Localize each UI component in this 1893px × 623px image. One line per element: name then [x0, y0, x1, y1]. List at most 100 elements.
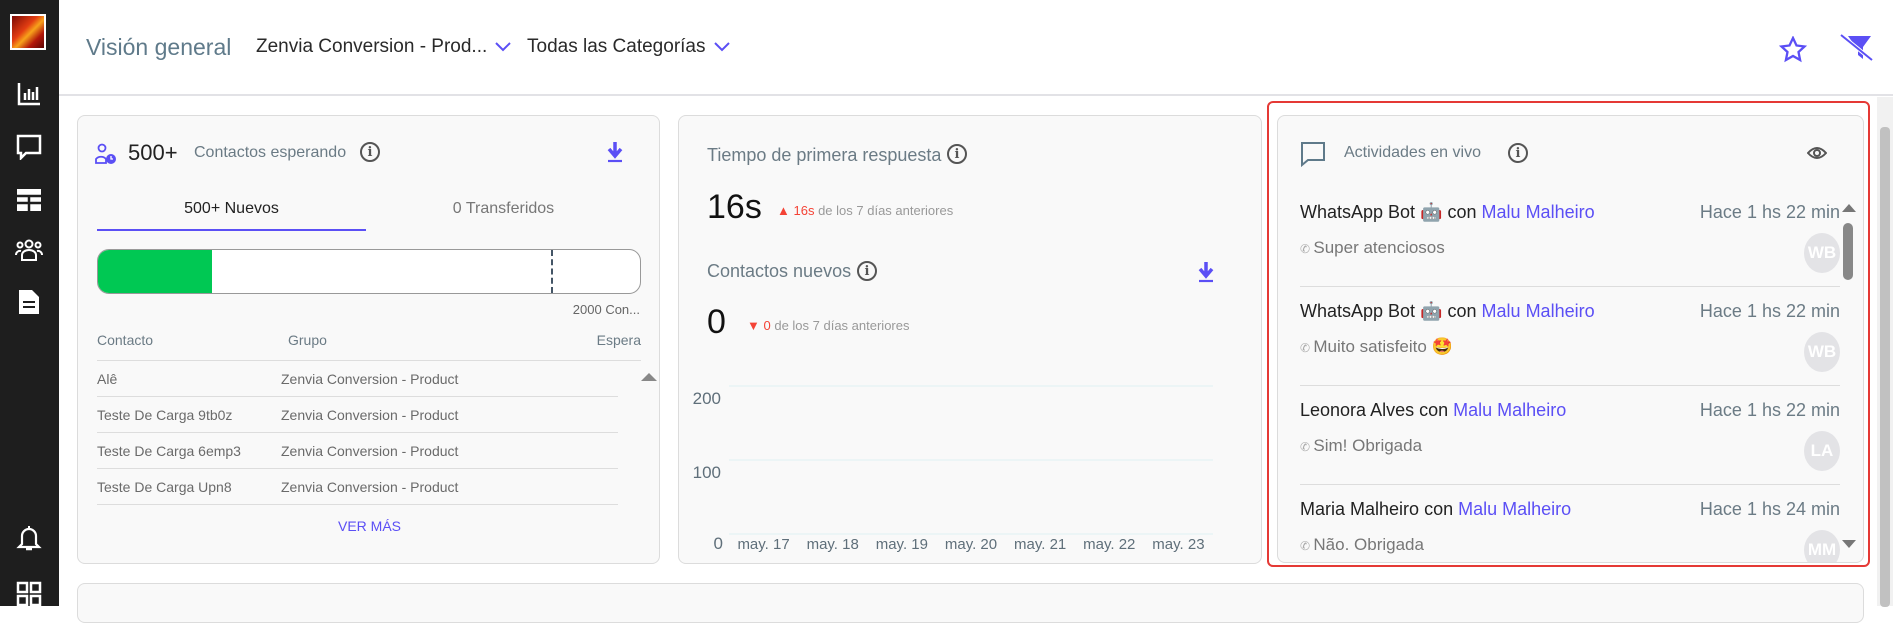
- document-icon[interactable]: [13, 286, 45, 318]
- new-contacts-comparison: ▼ 0 de los 7 días anteriores: [747, 318, 909, 333]
- category-dropdown[interactable]: Todas las Categorías: [527, 36, 730, 58]
- chevron-down-icon: [713, 42, 730, 52]
- contact-name: Maria Malheiro: [1300, 499, 1420, 519]
- live-activity-card: Actividades en vivo i WhatsApp Bot 🤖 con…: [1277, 115, 1864, 563]
- data-point: [1108, 533, 1110, 535]
- agent-name[interactable]: Malu Malheiro: [1453, 400, 1567, 420]
- activity-header: WhatsApp Bot 🤖 con Malu Malheiro: [1300, 301, 1595, 322]
- message-text: Super atenciosos: [1313, 238, 1445, 257]
- x-tick-label: may. 22: [1083, 536, 1135, 553]
- info-icon[interactable]: i: [1508, 143, 1528, 163]
- data-point: [901, 533, 903, 535]
- brand-logo[interactable]: [10, 14, 46, 50]
- activity-item[interactable]: WhatsApp Bot 🤖 con Malu Malheiro Hace 1 …: [1300, 188, 1840, 287]
- activity-time: Hace 1 hs 24 min: [1699, 499, 1840, 519]
- waiting-label: Contactos esperando: [194, 144, 347, 161]
- activity-header: Leonora Alves con Malu Malheiro: [1300, 400, 1566, 421]
- frt-title: Tiempo de primera respuesta: [707, 145, 942, 165]
- up-arrow-icon: ▲: [777, 203, 794, 218]
- col-espera: Espera: [596, 332, 641, 348]
- divider: [1300, 286, 1840, 287]
- activity-item[interactable]: Maria Malheiro con Malu Malheiro Hace 1 …: [1300, 485, 1840, 562]
- info-icon[interactable]: i: [947, 144, 967, 164]
- scrollbar-thumb[interactable]: [1843, 223, 1853, 280]
- star-icon[interactable]: [1779, 36, 1807, 64]
- table-row[interactable]: Alê Zenvia Conversion - Product: [97, 361, 618, 397]
- page-scrollbar-thumb[interactable]: [1880, 127, 1890, 607]
- reports-icon[interactable]: [13, 78, 45, 110]
- highlight-box: [1267, 101, 1870, 567]
- agent-name[interactable]: Malu Malheiro: [1481, 301, 1595, 321]
- x-tick-label: may. 23: [1152, 536, 1204, 553]
- y-tick-label: 200: [693, 389, 721, 408]
- download-icon[interactable]: [606, 141, 624, 163]
- contact-name: WhatsApp Bot 🤖: [1300, 301, 1443, 321]
- activity-item[interactable]: WhatsApp Bot 🤖 con Malu Malheiro Hace 1 …: [1300, 287, 1840, 386]
- progress-fill: [98, 250, 212, 293]
- avatar: WB: [1804, 233, 1840, 273]
- data-point: [1039, 533, 1041, 535]
- new-contacts-value: 0: [707, 303, 726, 341]
- new-contacts-chart: 0 100 200 may. 17 may. 18 may. 19 may. 20 may. …: [693, 385, 1213, 553]
- data-point: [832, 533, 834, 535]
- scroll-up-arrow[interactable]: [1842, 203, 1856, 212]
- waiting-contacts-card: 500+ Contactos esperando i 500+ Nuevos 0…: [77, 115, 660, 564]
- info-icon[interactable]: i: [857, 261, 877, 281]
- agent-name[interactable]: Malu Malheiro: [1481, 202, 1595, 222]
- new-contacts-title: Contactos nuevos: [707, 261, 852, 281]
- dashboard-icon[interactable]: [13, 184, 45, 216]
- scroll-up-arrow[interactable]: [641, 371, 657, 381]
- frt-delta: 16s: [793, 203, 815, 218]
- table-row[interactable]: Teste De Carga 6emp3 Zenvia Conversion - …: [97, 433, 618, 469]
- y-tick-label: 100: [693, 463, 721, 482]
- activity-header: WhatsApp Bot 🤖 con Malu Malheiro: [1300, 202, 1595, 223]
- table-row[interactable]: Teste De Carga 9tb0z Zenvia Conversion - …: [97, 397, 618, 433]
- page-scrollbar[interactable]: [1877, 97, 1893, 607]
- filter-off-icon[interactable]: [1840, 34, 1874, 62]
- chevron-down-icon: [495, 42, 511, 52]
- activity-header: Maria Malheiro con Malu Malheiro: [1300, 499, 1571, 520]
- group-dropdown[interactable]: Zenvia Conversion - Prod...: [256, 36, 511, 58]
- table-header: Contacto Grupo Espera: [97, 332, 641, 361]
- cell-group: Zenvia Conversion - Product: [281, 442, 459, 459]
- live-title: Actividades en vivo: [1344, 144, 1481, 161]
- divider: [1300, 484, 1840, 485]
- message-text: Não. Obrigada: [1313, 535, 1424, 554]
- contact-name: WhatsApp Bot 🤖: [1300, 202, 1443, 222]
- whatsapp-icon: ✆: [1300, 242, 1314, 256]
- cell-contact: Teste De Carga Upn8: [97, 478, 232, 495]
- info-icon[interactable]: i: [360, 142, 380, 162]
- bottom-card: [77, 583, 1864, 623]
- frt-suffix: de los 7 días anteriores: [818, 203, 954, 218]
- table-row[interactable]: Teste De Carga Upn8 Zenvia Conversion - P…: [97, 469, 618, 505]
- active-tab-indicator: [97, 229, 366, 231]
- user-clock-icon: [95, 143, 116, 164]
- whatsapp-icon: ✆: [1300, 440, 1314, 454]
- eye-icon[interactable]: [1807, 145, 1827, 161]
- bell-icon[interactable]: [13, 522, 45, 554]
- message-text: Sim! Obrigada: [1313, 436, 1423, 455]
- activity-time: Hace 1 hs 22 min: [1699, 301, 1840, 321]
- see-more-link[interactable]: VER MÁS: [337, 518, 401, 534]
- apps-icon[interactable]: [13, 578, 45, 610]
- new-suffix: de los 7 días anteriores: [774, 318, 910, 333]
- activity-message: ✆ Sim! Obrigada: [1300, 436, 1422, 456]
- top-header: [59, 0, 1893, 96]
- y-tick-label: 0: [714, 534, 723, 553]
- contacts-icon[interactable]: [13, 234, 45, 266]
- agent-name[interactable]: Malu Malheiro: [1458, 499, 1572, 519]
- tab-new[interactable]: 500+ Nuevos: [184, 200, 279, 217]
- chat-icon[interactable]: [13, 131, 45, 163]
- tab-transferred[interactable]: 0 Transferidos: [452, 200, 555, 217]
- col-contacto: Contacto: [97, 332, 154, 348]
- avatar: MM: [1804, 530, 1840, 562]
- download-icon[interactable]: [1197, 261, 1215, 283]
- scroll-down-arrow[interactable]: [1842, 540, 1856, 549]
- data-point: [1177, 533, 1179, 535]
- limit-marker: [551, 250, 553, 293]
- con-label: con: [1424, 499, 1454, 519]
- x-tick-label: may. 17: [737, 536, 789, 553]
- activity-time: Hace 1 hs 22 min: [1699, 202, 1840, 222]
- activity-time: Hace 1 hs 22 min: [1699, 400, 1840, 420]
- activity-item[interactable]: Leonora Alves con Malu Malheiro Hace 1 h…: [1300, 386, 1840, 485]
